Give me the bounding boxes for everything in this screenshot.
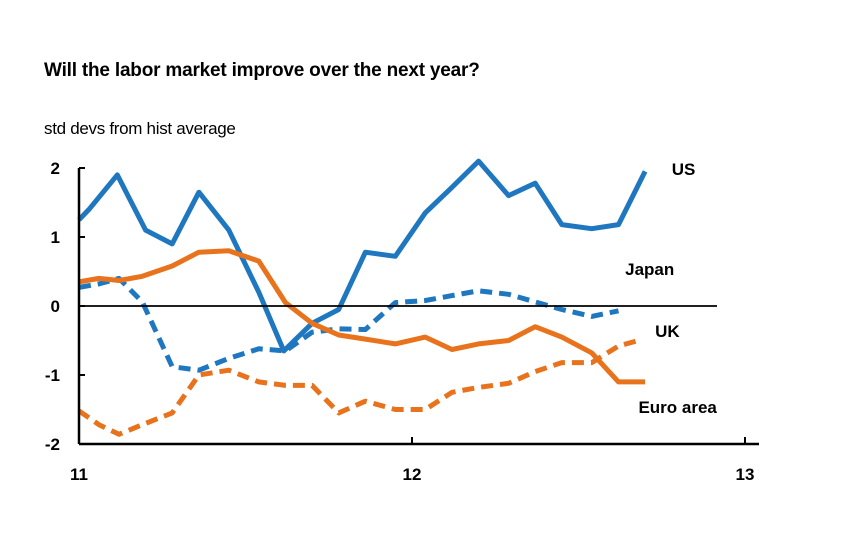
series-layer [77, 158, 648, 437]
chart-title: Will the labor market improve over the n… [44, 60, 480, 81]
x-tick-label: 12 [403, 465, 422, 484]
y-tick-label: 0 [51, 297, 60, 316]
y-tick-label: 1 [51, 228, 60, 247]
series-label-uk: UK [655, 322, 680, 341]
series-line-us [77, 158, 648, 354]
series-line-japan [78, 275, 620, 373]
x-tick-label: 11 [70, 465, 88, 484]
y-tick-label: -1 [45, 366, 60, 385]
series-label-euro-area: Euro area [638, 398, 717, 417]
series-line-uk [77, 338, 640, 437]
series-label-japan: Japan [625, 260, 674, 279]
series-label-us: US [672, 160, 696, 179]
y-tick-label: -2 [45, 435, 60, 454]
series-line-euro-area [78, 248, 646, 385]
ticks-layer: 2 1 0 -1 -2 11 12 13 [45, 159, 755, 484]
x-tick-label: 13 [736, 465, 755, 484]
chart-subtitle: std devs from hist average [44, 119, 236, 138]
y-tick-label: 2 [51, 159, 60, 178]
labels-layer: US Japan UK Euro area [625, 160, 717, 417]
